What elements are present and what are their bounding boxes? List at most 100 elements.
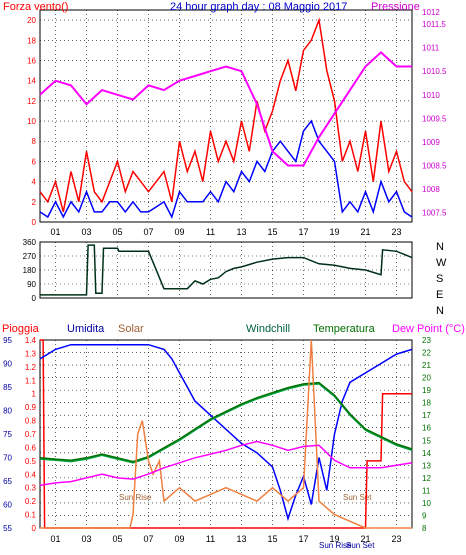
bottom-temp-tick-4: 12 [422,474,431,483]
top-left-tick-6: 12 [27,97,36,106]
bottom-x-tick-0: 01 [50,534,60,544]
bottom-temp-tick-0: 8 [422,524,427,533]
bottom-x-tick-11: 23 [391,534,401,544]
compass-label-n-top: N [436,241,444,253]
top-x-tick-5: 11 [206,227,215,237]
wind-y-tick-4: 0 [32,294,37,303]
top-right-tick-1: 1008 [422,185,440,194]
bottom-rain-tick-8: 0.8 [25,417,37,426]
sun-set-annotation-2: Sun Set [346,541,375,550]
top-right-tick-0: 1007.5 [422,209,447,218]
bottom-temp-tick-9: 17 [422,411,431,420]
top-left-tick-3: 6 [32,157,37,166]
top-left-tick-9: 18 [27,36,36,45]
top-left-tick-7: 14 [27,77,36,86]
top-left-tick-10: 20 [27,16,36,25]
top-left-tick-2: 4 [32,178,37,187]
bottom-x-tick-5: 11 [206,534,215,544]
wind-y-tick-1: 270 [23,252,37,261]
bottom-x-tick-3: 07 [143,534,153,544]
bottom-series-1 [39,343,413,522]
bottom-rain-tick-0: 0 [32,524,37,533]
bottom-rain-tick-14: 1.4 [25,336,37,345]
bottom-humidity-tick-1: 60 [3,501,12,510]
top-right-tick-3: 1009 [422,138,440,147]
bottom-rain-tick-6: 0.6 [25,443,37,452]
bottom-x-tick-7: 15 [267,534,277,544]
bottom-temp-tick-11: 19 [422,386,431,395]
top-x-tick-6: 13 [236,227,246,237]
legend-umidita: Umidita [67,323,105,335]
compass-label-e: E [436,289,443,301]
bottom-chart-frame [39,339,413,529]
legend-solar: Solar [118,323,144,335]
legend-temperatura: Temperatura [313,323,376,335]
top-right-tick-5: 1010 [422,91,440,100]
bottom-temp-tick-15: 23 [422,336,431,345]
bottom-rain-tick-3: 0.3 [25,484,37,493]
bottom-rain-tick-7: 0.7 [25,430,37,439]
bottom-rain-tick-11: 1.1 [25,376,37,385]
top-series-2 [39,51,412,167]
top-x-tick-4: 09 [174,227,184,237]
bottom-series-5 [39,440,413,487]
bottom-rain-tick-12: 1.2 [25,363,37,372]
bottom-temp-tick-1: 9 [422,511,427,520]
bottom-rain-tick-5: 0.5 [25,457,37,466]
bottom-humidity-tick-5: 80 [3,407,12,416]
bottom-x-tick-8: 17 [298,534,308,544]
bottom-temp-tick-10: 18 [422,399,431,408]
top-x-tick-1: 03 [81,227,91,237]
sun-set-annotation-1: Sun Set [343,493,372,502]
legend-windchill: Windchill [246,323,290,335]
bottom-humidity-tick-2: 65 [3,477,12,486]
bottom-x-tick-6: 13 [236,534,246,544]
bottom-humidity-tick-6: 85 [3,383,12,392]
top-series-0 [39,17,413,213]
top-right-tick-4: 1009.5 [422,114,447,123]
bottom-temp-tick-3: 11 [422,486,431,495]
bottom-humidity-tick-3: 70 [3,454,12,463]
top-left-tick-5: 10 [27,117,36,126]
top-right-tick-6: 1010.5 [422,67,447,76]
bottom-temp-tick-12: 20 [422,374,431,383]
top-x-tick-10: 21 [360,227,370,237]
top-x-tick-7: 15 [267,227,277,237]
compass-label-w: W [436,257,447,269]
bottom-temp-tick-7: 15 [422,436,431,445]
bottom-x-tick-1: 03 [81,534,91,544]
top-left-tick-8: 16 [27,56,36,65]
bottom-temp-tick-14: 22 [422,349,431,358]
top-x-tick-0: 01 [50,227,60,237]
bottom-series-4 [40,339,412,529]
top-chart-title: 24 hour graph day : 08 Maggio 2017 [170,1,347,13]
bottom-temp-tick-5: 13 [422,461,431,470]
bottom-rain-tick-2: 0.2 [25,497,37,506]
legend-pioggia: Pioggia [2,323,40,335]
bottom-x-tick-9: 19 [329,534,339,544]
bottom-temp-tick-6: 14 [422,449,431,458]
bottom-rain-tick-13: 1.3 [25,349,37,358]
top-x-tick-8: 17 [298,227,308,237]
bottom-rain-tick-4: 0.4 [25,470,37,479]
bottom-x-tick-4: 09 [174,534,184,544]
top-right-extra-tick: 1012 [422,8,440,17]
legend-dew-point: Dew Point (°C) [392,323,465,335]
sun-rise-annotation-2: Sun Rise [319,541,352,550]
bottom-rain-tick-9: 0.9 [25,403,37,412]
bottom-humidity-tick-8: 95 [3,336,12,345]
top-right-tick-2: 1008.5 [422,161,447,170]
top-left-axis-label: Forza vento() [3,1,68,13]
bottom-temp-tick-8: 16 [422,424,431,433]
bottom-humidity-tick-4: 75 [3,430,12,439]
bottom-temp-tick-13: 21 [422,361,431,370]
bottom-x-tick-2: 05 [112,534,122,544]
compass-label-s: S [436,273,443,285]
top-x-tick-2: 05 [112,227,122,237]
compass-label-n-bottom: N [436,305,444,317]
top-right-tick-8: 1011.5 [422,20,446,29]
top-x-tick-3: 07 [143,227,153,237]
bottom-series-3 [39,381,413,463]
